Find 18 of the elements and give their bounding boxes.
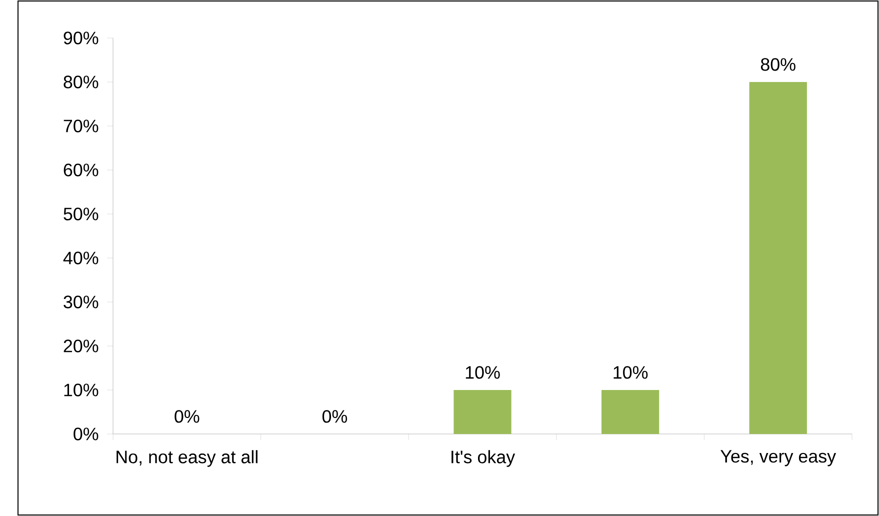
y-tick-label: 50% (64, 208, 98, 220)
y-tick-label: 60% (64, 164, 98, 176)
x-tick-label: It's okay (452, 450, 516, 467)
y-tick-label: 20% (64, 340, 98, 352)
data-label: 80% (760, 58, 796, 71)
data-label: 0% (174, 410, 200, 423)
y-tick-label: 30% (64, 296, 98, 308)
y-tick-label: 0% (74, 428, 98, 440)
y-tick-label: 80% (64, 76, 98, 88)
data-label: 10% (614, 366, 648, 379)
y-tick-label: 90% (64, 32, 98, 44)
data-label: 10% (466, 366, 500, 379)
y-tick-label: 40% (63, 252, 98, 264)
x-tick-label: Yes, very easy (720, 450, 836, 466)
y-tick-label: 10% (64, 384, 98, 396)
data-label: 0% (322, 410, 348, 423)
x-tick-label: No, not easy at all (116, 450, 258, 467)
y-tick-label: 70% (64, 120, 98, 132)
